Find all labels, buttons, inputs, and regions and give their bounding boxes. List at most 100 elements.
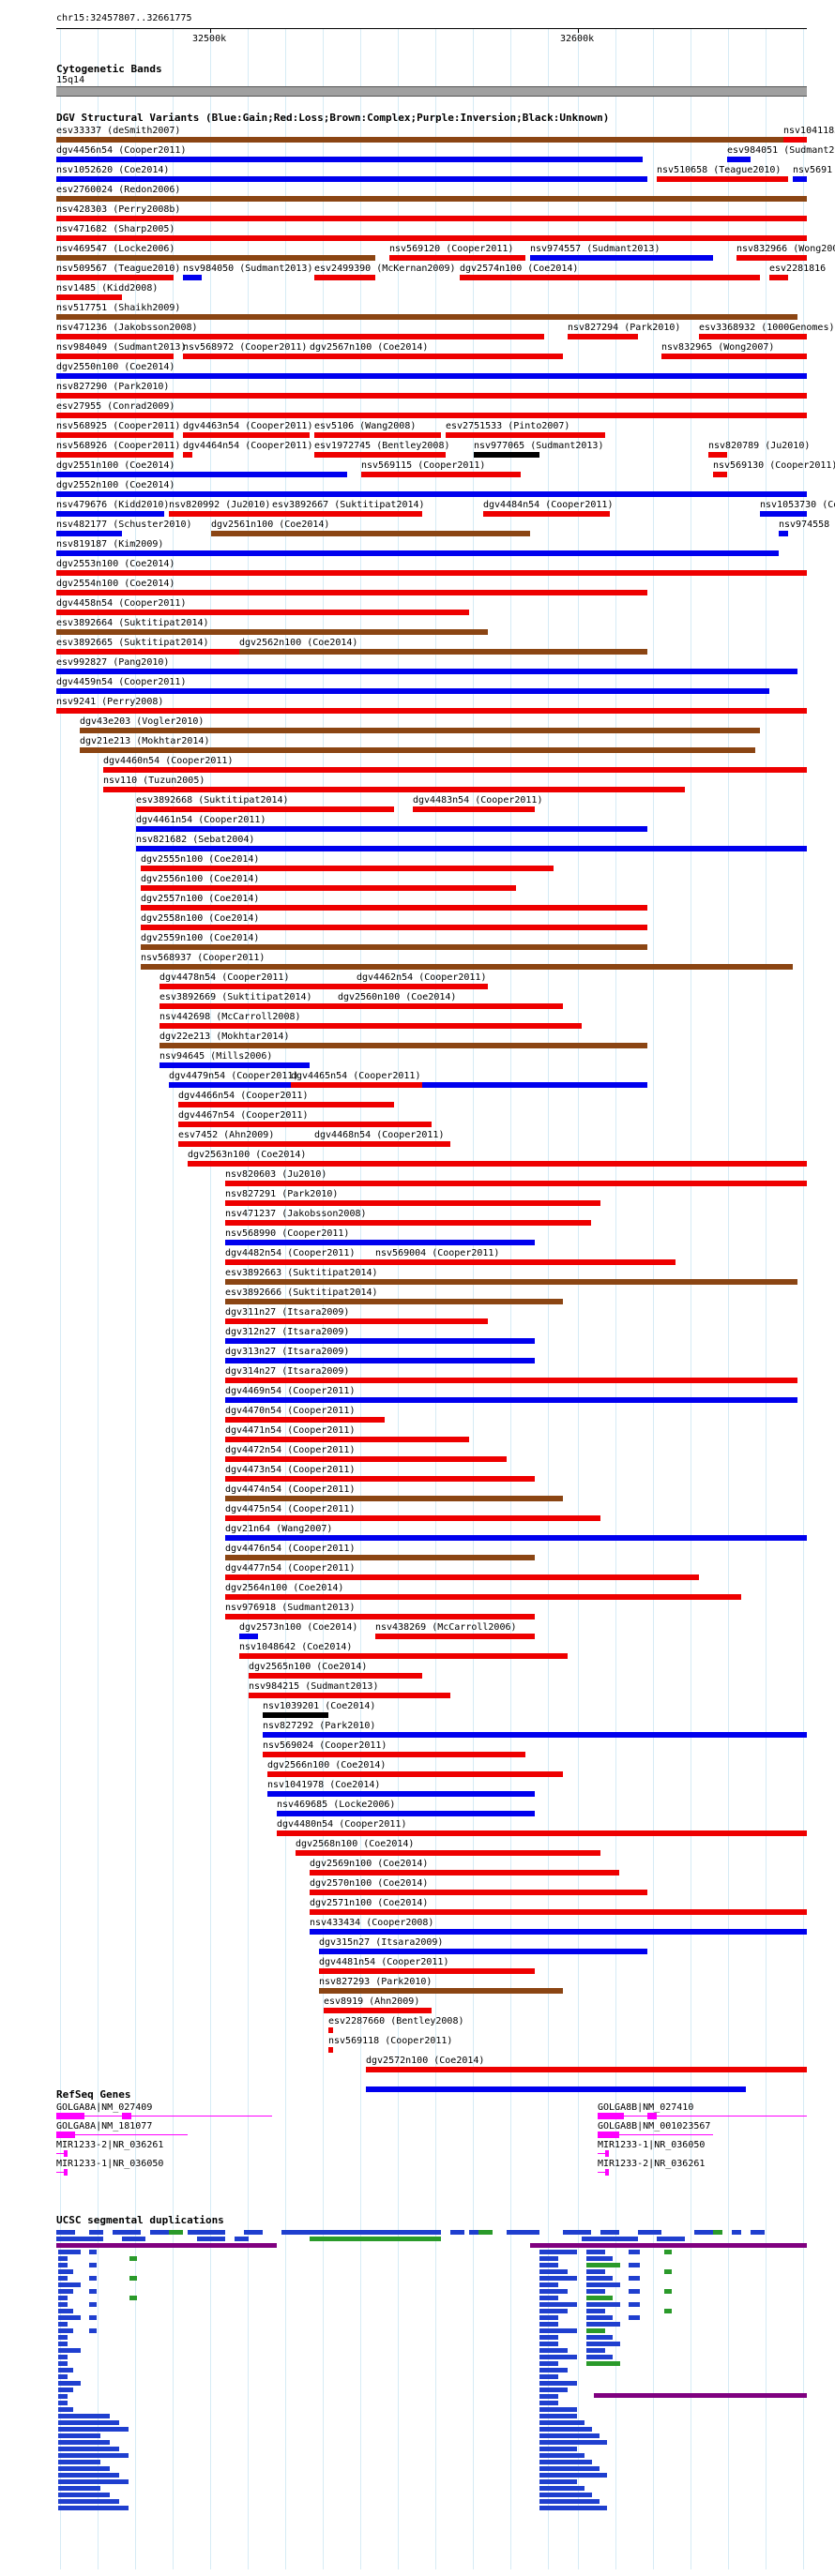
segdup-block[interactable] — [539, 2296, 558, 2300]
variant-bar[interactable] — [314, 1141, 324, 1147]
variant-label[interactable]: dgv2574n100 (Coe2014) — [460, 264, 579, 274]
segdup-block[interactable] — [58, 2394, 68, 2399]
variant-bar[interactable] — [103, 787, 685, 792]
variant-label[interactable]: esv3892666 (Suktitipat2014) — [225, 1288, 378, 1298]
variant-label[interactable]: dgv2551n100 (Coe2014) — [56, 460, 175, 471]
segdup-block[interactable] — [586, 2276, 613, 2281]
segdup-block[interactable] — [539, 2276, 577, 2281]
variant-label[interactable]: esv3892664 (Suktitipat2014) — [56, 618, 209, 628]
segdup-block[interactable] — [600, 2230, 619, 2235]
variant-bar[interactable] — [225, 1515, 600, 1521]
segdup-block[interactable] — [539, 2479, 577, 2484]
gene-exon[interactable] — [122, 2113, 131, 2119]
variant-bar[interactable] — [310, 1890, 647, 1895]
variant-label[interactable]: dgv43e203 (Vogler2010) — [80, 716, 205, 727]
variant-bar[interactable] — [56, 669, 797, 674]
gene-exon[interactable] — [605, 2150, 609, 2157]
variant-bar[interactable] — [141, 925, 647, 930]
variant-bar[interactable] — [338, 1003, 554, 1009]
segdup-block[interactable] — [89, 2328, 97, 2333]
variant-label[interactable]: nsv569115 (Cooper2011) — [361, 460, 486, 471]
variant-label[interactable]: dgv4463n54 (Cooper2011) — [183, 421, 313, 431]
variant-bar[interactable] — [141, 866, 554, 871]
variant-bar[interactable] — [225, 1318, 488, 1324]
variant-label[interactable]: dgv2552n100 (Coe2014) — [56, 480, 175, 490]
variant-bar[interactable] — [225, 1456, 507, 1462]
segdup-block[interactable] — [58, 2296, 68, 2300]
variant-bar[interactable] — [319, 1968, 535, 1974]
variant-bar[interactable] — [178, 1122, 432, 1127]
segdup-inversion-block[interactable] — [530, 2243, 807, 2248]
variant-label[interactable]: dgv4482n54 (Cooper2011) — [225, 1248, 356, 1258]
variant-label[interactable]: nsv469685 (Locke2006) — [277, 1800, 396, 1810]
variant-bar[interactable] — [56, 452, 174, 458]
segdup-block[interactable] — [58, 2355, 68, 2359]
segdup-block[interactable] — [586, 2355, 613, 2359]
variant-bar[interactable] — [239, 1653, 568, 1659]
segdup-block[interactable] — [586, 2322, 620, 2327]
variant-bar[interactable] — [56, 472, 347, 477]
variant-label[interactable]: nsv569118 (Cooper2011) — [328, 2036, 453, 2046]
segdup-block[interactable] — [539, 2368, 568, 2373]
segdup-block[interactable] — [58, 2414, 110, 2418]
variant-bar[interactable] — [375, 1259, 535, 1265]
variant-label[interactable]: nsv977065 (Sudmant2013) — [474, 441, 604, 451]
variant-label[interactable]: esv27955 (Conrad2009) — [56, 401, 175, 412]
segdup-block[interactable] — [539, 2493, 592, 2497]
variant-label[interactable]: esv33337 (deSmith2007) — [56, 126, 181, 136]
variant-label[interactable]: nsv569130 (Cooper2011) — [713, 460, 835, 471]
variant-label[interactable]: dgv314n27 (Itsara2009) — [225, 1366, 350, 1377]
segdup-block[interactable] — [664, 2250, 672, 2254]
variant-bar[interactable] — [56, 314, 797, 320]
variant-label[interactable]: esv1972745 (Bentley2008) — [314, 441, 450, 451]
variant-bar[interactable] — [225, 1535, 807, 1541]
segdup-block[interactable] — [539, 2499, 600, 2504]
segdup-block[interactable] — [58, 2250, 81, 2254]
variant-label[interactable]: nsv819187 (Kim2009) — [56, 539, 164, 550]
variant-label[interactable]: nsv1039201 (Coe2014) — [263, 1701, 376, 1711]
gene-label[interactable]: GOLGA8B|NM_027410 — [598, 2102, 694, 2113]
variant-bar[interactable] — [136, 846, 807, 851]
variant-label[interactable]: dgv4469n54 (Cooper2011) — [225, 1386, 356, 1396]
segdup-block[interactable] — [586, 2309, 605, 2313]
variant-bar[interactable] — [225, 1555, 535, 1560]
segdup-block[interactable] — [244, 2230, 263, 2235]
segdup-block[interactable] — [539, 2394, 558, 2399]
variant-bar[interactable] — [56, 216, 807, 221]
variant-label[interactable]: dgv2557n100 (Coe2014) — [141, 894, 260, 904]
variant-label[interactable]: esv2281816 — [769, 264, 827, 274]
variant-label[interactable]: dgv312n27 (Itsara2009) — [225, 1327, 350, 1337]
variant-label[interactable]: nsv820992 (Ju2010) — [169, 500, 271, 510]
variant-bar[interactable] — [319, 1949, 647, 1954]
segdup-block[interactable] — [586, 2263, 620, 2267]
variant-label[interactable]: nsv984050 (Sudmant2013) — [183, 264, 313, 274]
variant-bar[interactable] — [483, 511, 610, 517]
segdup-block[interactable] — [586, 2289, 605, 2294]
variant-bar[interactable] — [159, 1023, 582, 1029]
variant-bar[interactable] — [103, 767, 807, 773]
variant-label[interactable]: nsv827293 (Park2010) — [319, 1977, 433, 1987]
variant-bar[interactable] — [324, 2008, 432, 2013]
variant-bar[interactable] — [136, 806, 394, 812]
variant-bar[interactable] — [56, 196, 807, 202]
variant-bar[interactable] — [310, 1909, 807, 1915]
segdup-block[interactable] — [713, 2230, 722, 2235]
segdup-block[interactable] — [582, 2237, 638, 2241]
segdup-block[interactable] — [310, 2237, 441, 2241]
variant-bar[interactable] — [263, 1732, 807, 1738]
variant-bar[interactable] — [56, 590, 647, 595]
variant-bar[interactable] — [56, 176, 647, 182]
variant-bar[interactable] — [225, 1614, 535, 1619]
variant-label[interactable]: dgv2559n100 (Coe2014) — [141, 933, 260, 943]
segdup-block[interactable] — [58, 2473, 119, 2478]
segdup-block[interactable] — [586, 2315, 613, 2320]
variant-label[interactable]: nsv469547 (Locke2006) — [56, 244, 175, 254]
segdup-block[interactable] — [450, 2230, 464, 2235]
segdup-inversion-block[interactable] — [594, 2393, 807, 2398]
variant-label[interactable]: dgv4479n54 (Cooper2011) — [169, 1071, 299, 1081]
variant-bar[interactable] — [56, 531, 122, 536]
segdup-block[interactable] — [629, 2276, 640, 2281]
segdup-block[interactable] — [539, 2256, 558, 2261]
segdup-block[interactable] — [539, 2335, 558, 2340]
variant-label[interactable]: dgv2555n100 (Coe2014) — [141, 854, 260, 865]
